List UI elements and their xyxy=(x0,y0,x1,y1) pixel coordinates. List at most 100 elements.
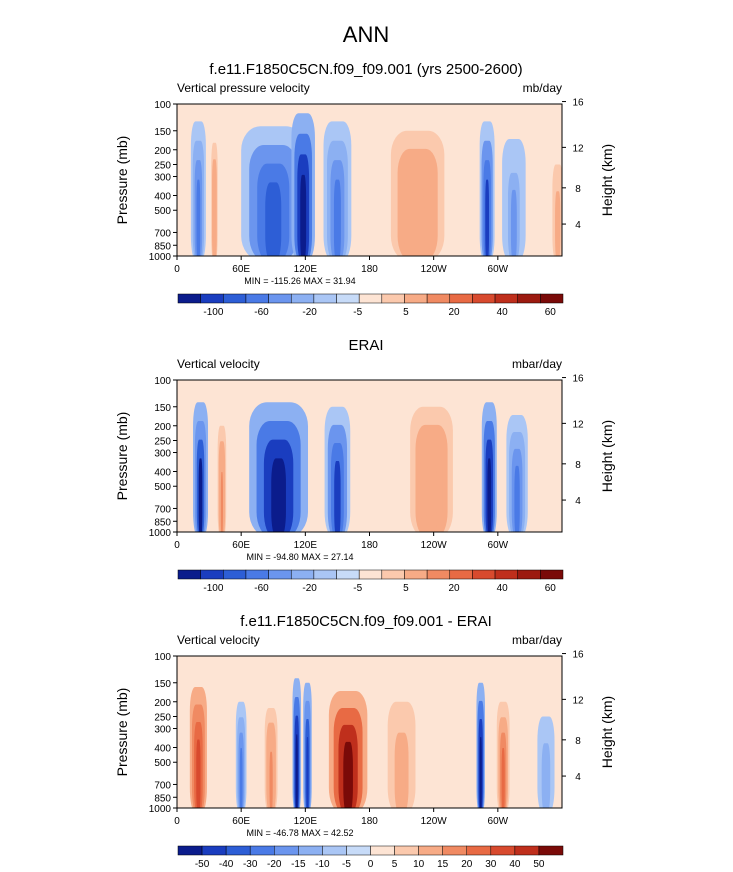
colorbar-swatch xyxy=(381,569,405,580)
colorbar-swatch xyxy=(494,293,518,304)
contour-feature-3 xyxy=(241,126,306,256)
variable-label: Vertical velocity xyxy=(177,357,260,371)
y-axis-label: Pressure (mb) xyxy=(114,136,130,225)
colorbar-label: 20 xyxy=(448,583,460,594)
colorbar-swatch xyxy=(346,845,371,856)
colorbar-swatch xyxy=(245,293,269,304)
panel-title: f.e11.F1850C5CN.f09_f09.001 - ERAI xyxy=(240,613,492,630)
colorbar-label: 20 xyxy=(461,859,473,870)
x-tick-label: 60W xyxy=(488,264,509,275)
y-tick-label: 500 xyxy=(154,206,171,217)
y-tick-label: 200 xyxy=(154,146,171,157)
y-tick-label: 100 xyxy=(154,100,171,111)
colorbar-swatch xyxy=(449,569,473,580)
colorbar-swatch xyxy=(540,569,564,580)
y-tick-label: 850 xyxy=(154,517,171,528)
units-label: mbar/day xyxy=(512,633,562,647)
contour-band xyxy=(265,182,282,256)
height-tick-label: 16 xyxy=(572,650,584,661)
colorbar-label: -10 xyxy=(315,859,330,870)
y-tick-label: 700 xyxy=(154,780,171,791)
contour-feature-7 xyxy=(506,415,528,532)
contour-feature-3 xyxy=(264,708,278,808)
contour-band xyxy=(220,472,223,532)
right-axis-label: Height (km) xyxy=(599,696,615,768)
colorbar-label: 30 xyxy=(485,859,497,870)
colorbar-swatch xyxy=(418,845,443,856)
y-tick-label: 1000 xyxy=(149,528,172,539)
field-features xyxy=(193,402,528,532)
colorbar-swatch xyxy=(472,569,496,580)
units-label: mbar/day xyxy=(512,357,562,371)
colorbar-swatch xyxy=(370,845,395,856)
colorbar-swatch xyxy=(268,569,292,580)
right-axis-label: Height (km) xyxy=(599,420,615,492)
contour-band xyxy=(333,179,341,256)
contour-band xyxy=(543,756,549,808)
colorbar-label: 5 xyxy=(403,307,409,318)
y-tick-label: 500 xyxy=(154,758,171,769)
contour-band xyxy=(271,458,286,532)
y-tick-label: 1000 xyxy=(149,252,172,263)
panel-title: f.e11.F1850C5CN.f09_f09.001 (yrs 2500-26… xyxy=(209,61,522,78)
height-tick-label: 8 xyxy=(575,460,581,471)
variable-label: Vertical pressure velocity xyxy=(177,81,310,95)
y-tick-label: 500 xyxy=(154,482,171,493)
height-tick-label: 16 xyxy=(572,374,584,385)
contour-feature-1 xyxy=(189,687,207,808)
contour-feature-5 xyxy=(323,121,352,256)
min-max-stats: MIN = -115.26 MAX = 31.94 xyxy=(244,276,355,286)
colorbar-label: 40 xyxy=(509,859,521,870)
contour-feature-4 xyxy=(324,406,351,532)
colorbar-label: -20 xyxy=(302,307,317,318)
variable-label: Vertical velocity xyxy=(177,633,260,647)
colorbar-swatch xyxy=(274,845,299,856)
colorbar-label: 40 xyxy=(497,583,509,594)
colorbar-label: 10 xyxy=(413,859,425,870)
colorbar-label: 60 xyxy=(545,583,557,594)
colorbar-label: 60 xyxy=(545,307,557,318)
colorbar-swatch xyxy=(201,845,227,856)
colorbar-swatch xyxy=(290,569,315,580)
y-axis-label: Pressure (mb) xyxy=(114,412,130,501)
contour-feature-2 xyxy=(235,701,247,808)
colorbar-swatch xyxy=(381,293,405,304)
height-tick-label: 12 xyxy=(572,695,584,706)
colorbar-label: 20 xyxy=(448,307,460,318)
contour-feature-6 xyxy=(328,691,368,808)
contour-feature-10 xyxy=(537,716,555,808)
contour-band xyxy=(295,734,298,808)
contour-band xyxy=(410,185,425,256)
contour-band xyxy=(514,465,520,532)
contour-feature-4 xyxy=(291,113,315,256)
y-tick-label: 250 xyxy=(154,712,171,723)
field-features xyxy=(189,678,555,808)
colorbar-swatch xyxy=(268,293,292,304)
right-axis-label: Height (km) xyxy=(599,144,615,216)
height-tick-label: 8 xyxy=(575,736,581,747)
colorbar-swatch xyxy=(449,293,473,304)
contour-band xyxy=(501,748,505,808)
colorbar-label: -20 xyxy=(302,583,317,594)
x-tick-label: 0 xyxy=(174,540,180,551)
contour-feature-7 xyxy=(387,701,416,808)
chart-panel-3: f.e11.F1850C5CN.f09_f09.001 - ERAI Vertic… xyxy=(114,613,615,870)
contour-band xyxy=(343,741,353,808)
colorbar-label: 5 xyxy=(403,583,409,594)
colorbar-swatch xyxy=(200,569,224,580)
contour-feature-1 xyxy=(190,121,206,256)
y-tick-label: 150 xyxy=(154,127,171,138)
colorbar-label: 50 xyxy=(533,859,545,870)
y-tick-label: 700 xyxy=(154,504,171,515)
colorbar-label: -30 xyxy=(243,859,258,870)
min-max-stats: MIN = -46.78 MAX = 42.52 xyxy=(246,828,353,838)
height-tick-label: 12 xyxy=(572,419,584,430)
colorbar-swatch xyxy=(540,293,564,304)
min-max-stats: MIN = -94.80 MAX = 27.14 xyxy=(246,552,353,562)
contour-band xyxy=(306,737,309,808)
colorbar-swatch xyxy=(200,293,224,304)
contour-feature-2 xyxy=(217,425,227,532)
colorbar-swatch xyxy=(225,845,251,856)
panel-title: ERAI xyxy=(348,337,383,354)
colorbar-swatch xyxy=(249,845,275,856)
